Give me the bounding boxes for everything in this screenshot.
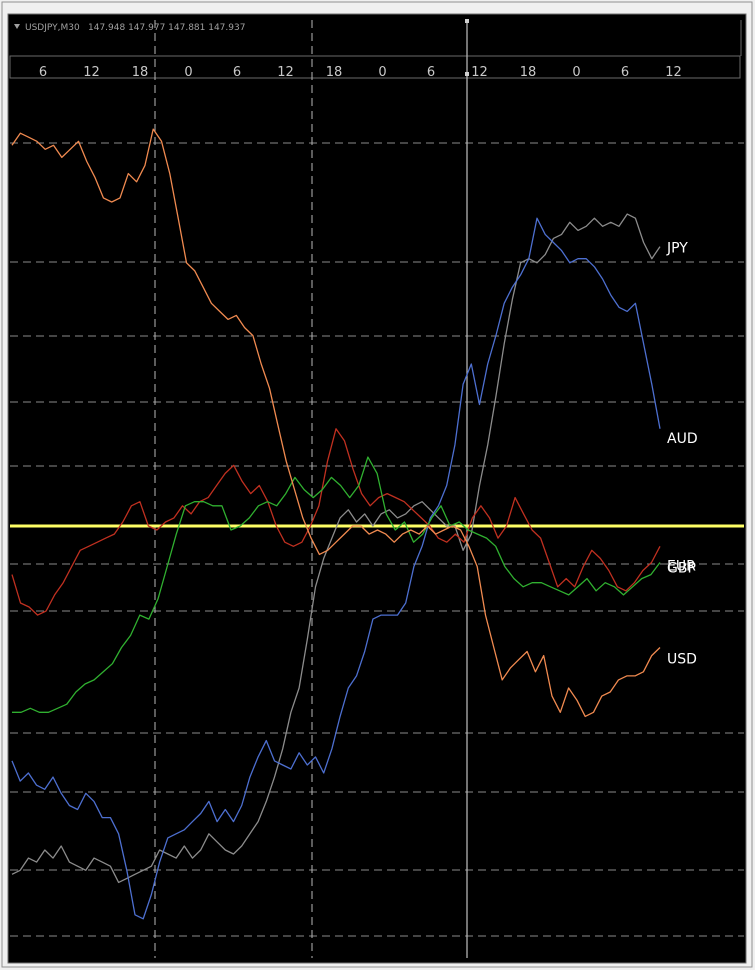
plot-area <box>7 13 747 964</box>
series-line-eur <box>11 428 661 616</box>
series-line-aud <box>11 217 661 920</box>
grid-layer <box>10 19 744 958</box>
series-label-aud: AUD <box>667 431 698 447</box>
x-tick-label: 0 <box>378 65 386 80</box>
series-label-gbp: GBP <box>667 561 696 577</box>
time-axis <box>9 55 741 79</box>
series-line-usd <box>11 128 661 718</box>
x-tick-label: 18 <box>326 65 343 80</box>
chart-header: USDJPY,M30 147.948 147.977 147.881 147.9… <box>14 23 245 33</box>
x-tick-label: 12 <box>83 65 100 80</box>
crosshair-handle-top[interactable] <box>465 19 469 23</box>
x-tick-label: 0 <box>184 65 192 80</box>
x-tick-label: 6 <box>39 65 47 80</box>
x-tick-label: 12 <box>665 65 682 80</box>
series-label-usd: USD <box>667 652 697 668</box>
x-tick-label: 6 <box>233 65 241 80</box>
x-tick-label: 18 <box>520 65 537 80</box>
x-tick-label: 0 <box>572 65 580 80</box>
x-tick-labels: 6 12 18 0 6 12 18 0 6 12 18 0 6 12 <box>39 65 682 80</box>
series-line-gbp <box>12 456 661 713</box>
x-tick-label: 6 <box>427 65 435 80</box>
symbol-label: USDJPY,M30 <box>25 23 80 33</box>
series-layer <box>11 128 661 920</box>
x-tick-label: 12 <box>277 65 294 80</box>
collapse-icon[interactable] <box>14 24 20 29</box>
x-tick-label: 18 <box>132 65 149 80</box>
series-label-jpy: JPY <box>666 241 688 257</box>
crosshair-handle-axis[interactable] <box>465 72 469 76</box>
ohlc-label: 147.948 147.977 147.881 147.937 <box>88 23 245 33</box>
series-label-eur: EUR <box>667 558 696 574</box>
x-tick-label: 6 <box>621 65 629 80</box>
x-tick-label: 12 <box>471 65 488 80</box>
